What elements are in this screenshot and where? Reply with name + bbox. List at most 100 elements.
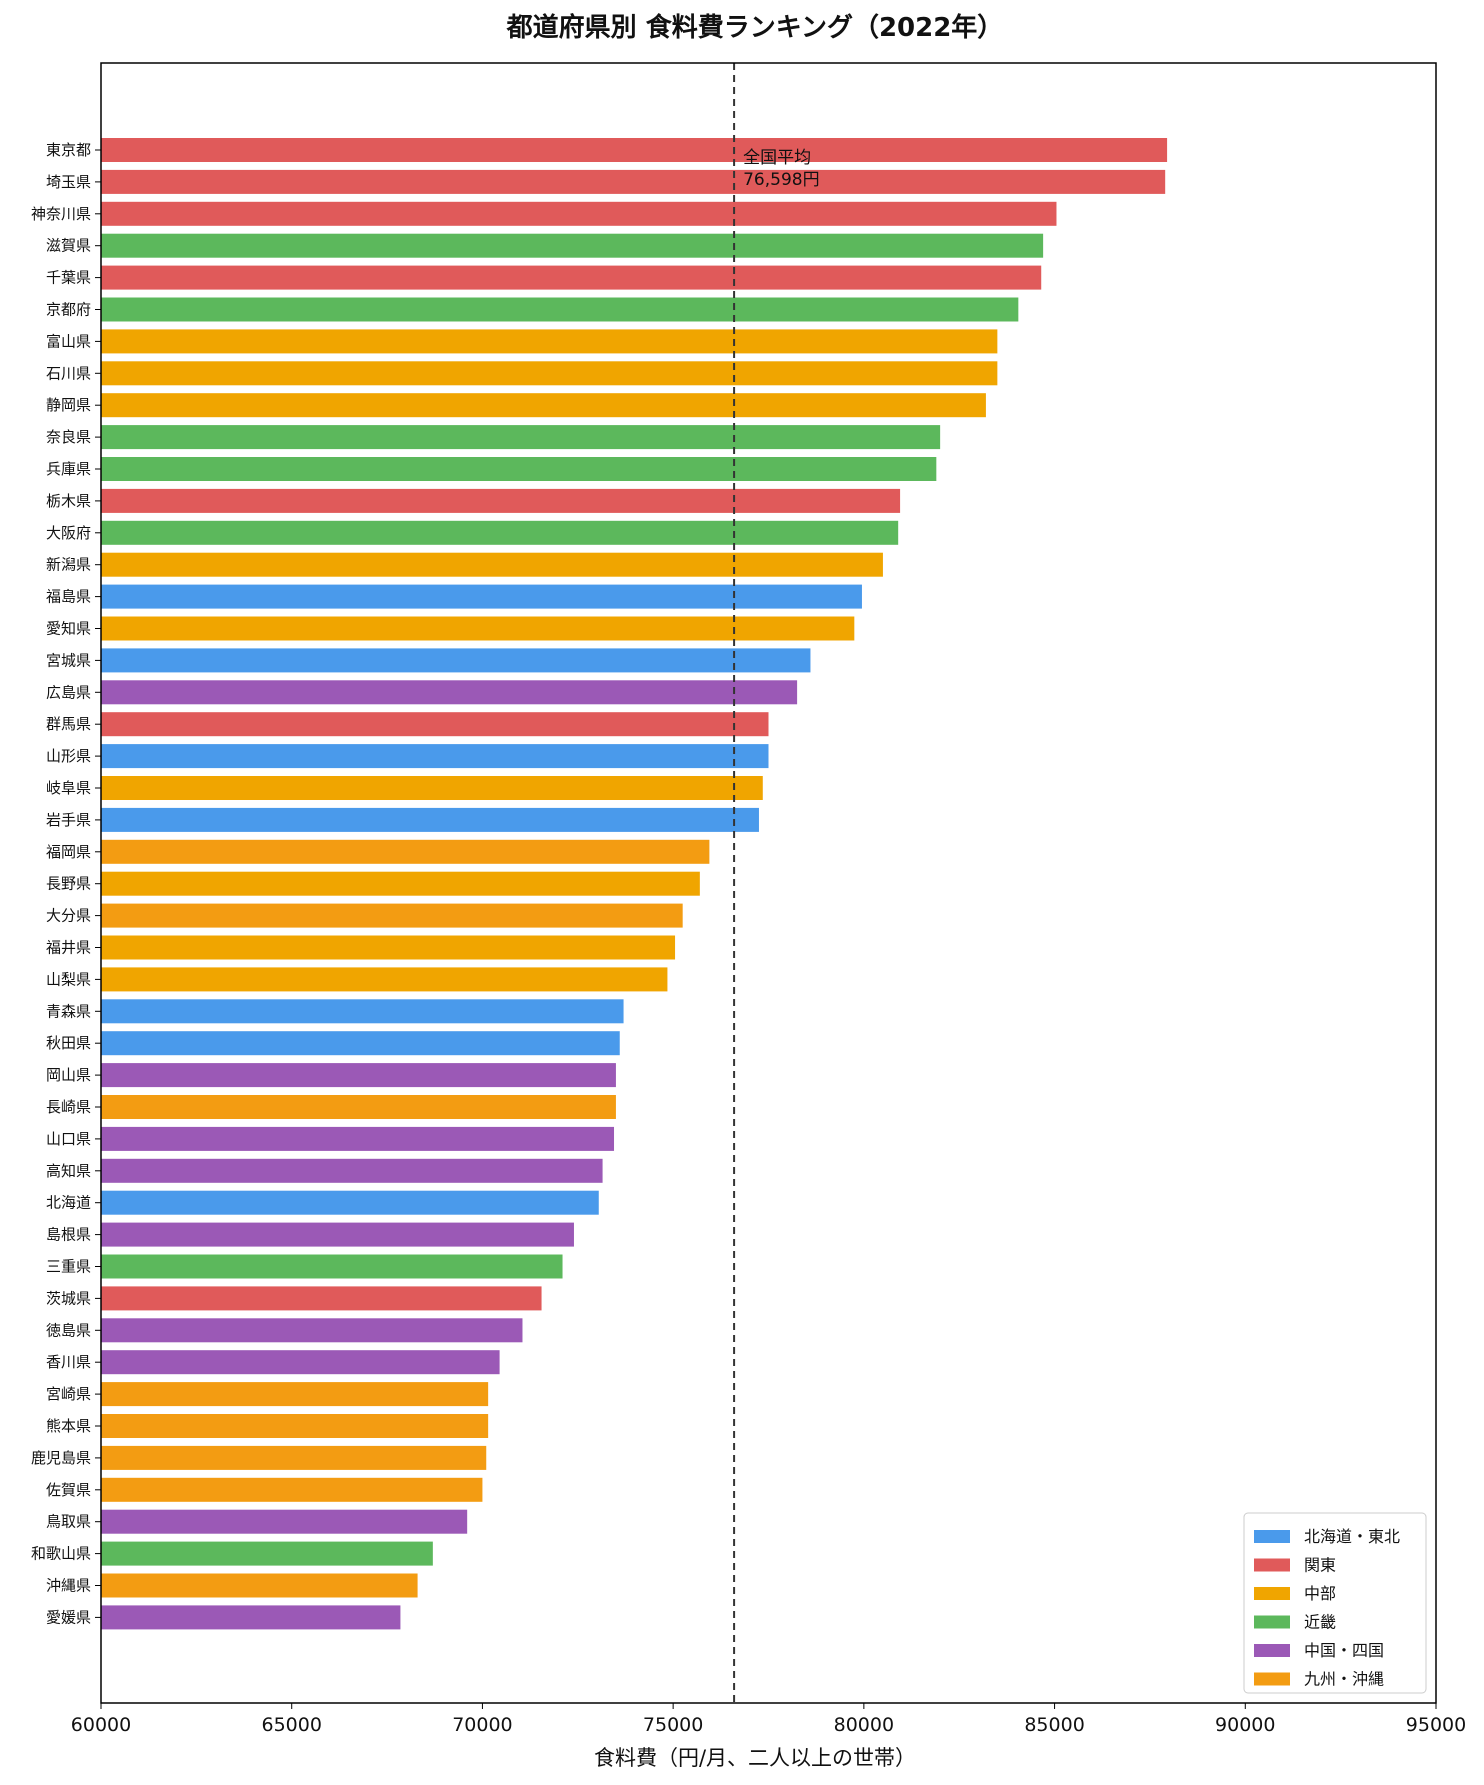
x-tick-label: 75000 bbox=[643, 1714, 703, 1736]
legend-swatch bbox=[1254, 1644, 1290, 1657]
y-tick-label: 山梨県 bbox=[46, 970, 91, 988]
legend-entry: 近畿 bbox=[1304, 1613, 1336, 1632]
x-tick-label: 95000 bbox=[1406, 1714, 1466, 1736]
average-label-value: 76,598円 bbox=[743, 170, 819, 190]
legend-swatch bbox=[1254, 1558, 1290, 1572]
y-tick-labels: 東京都埼玉県神奈川県滋賀県千葉県京都府富山県石川県静岡県奈良県兵庫県栃木県大阪府… bbox=[31, 141, 101, 1626]
bar-奈良県 bbox=[101, 425, 941, 450]
bar-神奈川県 bbox=[101, 201, 1057, 226]
x-axis-label: 食料費（円/月、二人以上の世帯） bbox=[594, 1746, 916, 1770]
legend-swatch bbox=[1254, 1530, 1290, 1543]
bar-三重県 bbox=[101, 1254, 563, 1279]
bar-大阪府 bbox=[101, 520, 899, 545]
bar-岐阜県 bbox=[101, 776, 763, 800]
x-tick-label: 60000 bbox=[71, 1714, 131, 1736]
y-tick-label: 滋賀県 bbox=[46, 237, 91, 255]
bar-宮崎県 bbox=[101, 1382, 489, 1407]
bar-千葉県 bbox=[101, 265, 1042, 290]
bar-山形県 bbox=[101, 744, 769, 769]
y-tick-label: 山口県 bbox=[46, 1130, 91, 1148]
y-tick-label: 高知県 bbox=[46, 1162, 91, 1180]
bar-秋田県 bbox=[101, 1031, 620, 1056]
bar-京都府 bbox=[101, 297, 1019, 322]
y-tick-label: 福井県 bbox=[46, 939, 91, 957]
bar-徳島県 bbox=[101, 1318, 523, 1343]
y-tick-label: 奈良県 bbox=[46, 428, 91, 446]
y-tick-label: 香川県 bbox=[46, 1353, 91, 1371]
bars-group bbox=[101, 138, 1168, 1630]
bar-広島県 bbox=[101, 680, 798, 705]
bar-宮城県 bbox=[101, 648, 811, 673]
bar-鹿児島県 bbox=[101, 1445, 487, 1470]
legend-swatch bbox=[1254, 1615, 1290, 1629]
bar-東京都 bbox=[101, 138, 1168, 162]
bar-群馬県 bbox=[101, 712, 769, 737]
y-tick-label: 岐阜県 bbox=[46, 779, 91, 797]
y-tick-label: 熊本県 bbox=[46, 1417, 91, 1435]
y-tick-label: 鹿児島県 bbox=[31, 1449, 91, 1467]
bar-栃木県 bbox=[101, 488, 901, 513]
y-tick-label: 群馬県 bbox=[46, 715, 91, 733]
bar-新潟県 bbox=[101, 552, 883, 577]
y-tick-label: 鳥取県 bbox=[46, 1513, 91, 1531]
x-tick-label: 65000 bbox=[261, 1714, 321, 1736]
bar-岩手県 bbox=[101, 807, 759, 832]
x-tick-label: 85000 bbox=[1024, 1714, 1084, 1736]
y-tick-label: 茨城県 bbox=[46, 1289, 91, 1307]
chart-title: 都道府県別 食料費ランキング（2022年） bbox=[506, 12, 1004, 43]
legend-swatch bbox=[1254, 1587, 1290, 1600]
y-tick-label: 岩手県 bbox=[46, 811, 91, 829]
bar-島根県 bbox=[101, 1222, 574, 1247]
bar-福井県 bbox=[101, 935, 676, 960]
y-tick-label: 大分県 bbox=[46, 907, 91, 925]
y-tick-label: 青森県 bbox=[46, 1002, 91, 1020]
x-tick-label: 90000 bbox=[1215, 1714, 1275, 1736]
y-tick-label: 宮城県 bbox=[46, 651, 91, 669]
bar-福島県 bbox=[101, 584, 862, 609]
y-tick-label: 大阪府 bbox=[46, 524, 91, 542]
y-tick-label: 福岡県 bbox=[46, 843, 91, 861]
y-tick-label: 長崎県 bbox=[46, 1098, 91, 1116]
y-tick-label: 三重県 bbox=[46, 1258, 91, 1276]
bar-兵庫県 bbox=[101, 457, 937, 481]
y-tick-label: 愛知県 bbox=[46, 620, 91, 638]
legend-entry: 北海道・東北 bbox=[1304, 1527, 1400, 1546]
y-tick-label: 佐賀県 bbox=[46, 1481, 91, 1499]
y-tick-label: 和歌山県 bbox=[31, 1545, 91, 1563]
bar-長野県 bbox=[101, 871, 700, 896]
bar-岡山県 bbox=[101, 1063, 616, 1088]
y-tick-label: 沖縄県 bbox=[46, 1577, 91, 1595]
average-label-title: 全国平均 bbox=[743, 148, 811, 168]
y-tick-label: 広島県 bbox=[46, 683, 91, 701]
bar-静岡県 bbox=[101, 393, 986, 418]
bar-高知県 bbox=[101, 1158, 603, 1183]
bar-熊本県 bbox=[101, 1414, 489, 1438]
y-tick-label: 栃木県 bbox=[46, 492, 91, 510]
y-tick-label: 山形県 bbox=[46, 747, 91, 765]
bar-石川県 bbox=[101, 361, 998, 386]
y-tick-label: 埼玉県 bbox=[46, 173, 91, 191]
legend-entry: 九州・沖縄 bbox=[1304, 1670, 1384, 1689]
y-tick-label: 宮崎県 bbox=[46, 1385, 91, 1403]
bar-滋賀県 bbox=[101, 233, 1044, 258]
x-axis-ticks: 60000 65000 70000 75000 80000 85000 90000 95000 bbox=[71, 1703, 1466, 1736]
legend-entry: 関東 bbox=[1304, 1556, 1336, 1575]
y-tick-label: 徳島県 bbox=[46, 1321, 91, 1339]
y-tick-label: 静岡県 bbox=[46, 396, 91, 414]
bar-埼玉県 bbox=[101, 169, 1166, 194]
legend-entry: 中国・四国 bbox=[1304, 1641, 1384, 1660]
x-tick-label: 70000 bbox=[452, 1714, 512, 1736]
y-tick-label: 新潟県 bbox=[46, 556, 91, 574]
bar-大分県 bbox=[101, 903, 683, 928]
bar-山口県 bbox=[101, 1126, 615, 1151]
x-tick-label: 80000 bbox=[834, 1714, 894, 1736]
legend-swatch bbox=[1254, 1672, 1290, 1686]
y-tick-label: 岡山県 bbox=[46, 1066, 91, 1084]
legend-entry: 中部 bbox=[1304, 1584, 1336, 1603]
bar-富山県 bbox=[101, 329, 998, 354]
bar-愛媛県 bbox=[101, 1605, 401, 1630]
bar-和歌山県 bbox=[101, 1541, 433, 1566]
y-tick-label: 東京都 bbox=[46, 141, 91, 159]
